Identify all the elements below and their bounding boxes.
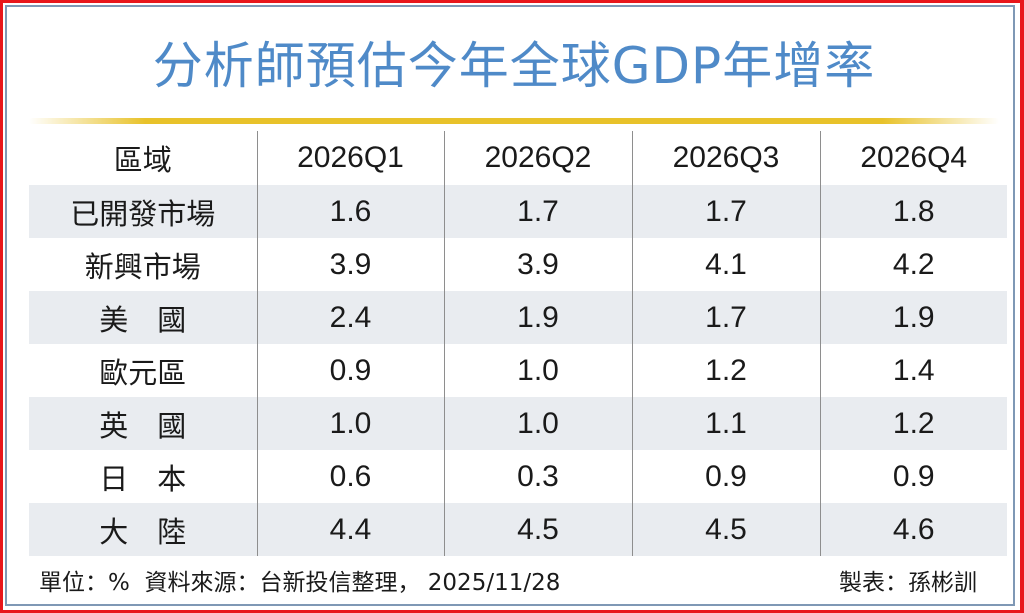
region-cell: 已開發市場 [29, 185, 257, 238]
value-cell-q1: 1.6 [256, 185, 444, 238]
value-cell-q3: 1.2 [631, 344, 820, 397]
value-cell-q2: 1.9 [443, 291, 632, 344]
value-cell-q2: 0.3 [443, 450, 632, 503]
value-cell-q2: 1.0 [443, 344, 632, 397]
region-cell: 英 國 [29, 397, 257, 450]
region-cell: 歐元區 [99, 355, 187, 390]
table-row: 美 國 2.4 1.9 1.7 1.9 [29, 291, 1007, 344]
value-cell-q2: 1.7 [443, 185, 632, 238]
value-cell-q1: 0.6 [256, 450, 444, 503]
gdp-table: 區域 2026Q1 2026Q2 2026Q3 2026Q4 已開發市場 1.6 1… [29, 131, 1007, 556]
region-cell: 新興市場 [84, 249, 201, 284]
value-cell-q2: 4.5 [443, 503, 632, 556]
value-cell-q1: 3.9 [256, 238, 444, 291]
table-header-row: 區域 2026Q1 2026Q2 2026Q3 2026Q4 [29, 131, 1007, 185]
table-row: 歐元區 0.9 1.0 1.2 1.4 [29, 344, 1007, 397]
value-cell-q3: 4.5 [631, 503, 820, 556]
value-cell-q3: 1.1 [631, 397, 820, 450]
region-cell: 日 本 [99, 461, 187, 496]
value-cell-q4: 1.4 [819, 344, 1007, 397]
table-row: 已開發市場 1.6 1.7 1.7 1.8 [29, 185, 1007, 238]
value-cell-q4: 4.6 [819, 503, 1007, 556]
header-2026q3: 2026Q3 [631, 131, 820, 185]
value-cell-q2: 3.9 [443, 238, 632, 291]
region-cell: 大 陸 [29, 503, 257, 556]
table-row: 日 本 0.6 0.3 0.9 0.9 [29, 450, 1007, 503]
value-cell-q1: 1.0 [256, 397, 444, 450]
value-cell-q1: 0.9 [256, 344, 444, 397]
table-row: 大 陸 4.4 4.5 4.5 4.6 [29, 503, 1007, 556]
value-cell-q4: 1.8 [819, 185, 1007, 238]
value-cell-q4: 0.9 [819, 450, 1007, 503]
footer-credit: 製表：孫彬訓 [839, 570, 977, 596]
value-cell-q1: 2.4 [256, 291, 444, 344]
footer-unit-source: 單位：% 資料來源：台新投信整理， 2025/11/28 [39, 570, 561, 596]
header-2026q4: 2026Q4 [819, 131, 1007, 185]
chart-panel: 分析師預估今年全球GDP年增率 區域 2026Q1 2026Q2 2026Q3 … [5, 5, 1015, 606]
header-2026q1: 2026Q1 [256, 131, 444, 185]
table-row: 英 國 1.0 1.0 1.1 1.2 [29, 397, 1007, 450]
value-cell-q4: 4.2 [819, 238, 1007, 291]
value-cell-q3: 4.1 [631, 238, 820, 291]
header-2026q2: 2026Q2 [443, 131, 632, 185]
value-cell-q4: 1.2 [819, 397, 1007, 450]
title-divider [29, 118, 999, 124]
value-cell-q3: 1.7 [631, 185, 820, 238]
value-cell-q2: 1.0 [443, 397, 632, 450]
table-row: 新興市場 3.9 3.9 4.1 4.2 [29, 238, 1007, 291]
value-cell-q3: 1.7 [631, 291, 820, 344]
value-cell-q4: 1.9 [819, 291, 1007, 344]
value-cell-q1: 4.4 [256, 503, 444, 556]
value-cell-q3: 0.9 [631, 450, 820, 503]
region-cell: 美 國 [29, 291, 257, 344]
header-region: 區域 [113, 143, 172, 177]
chart-title: 分析師預估今年全球GDP年增率 [152, 37, 876, 95]
